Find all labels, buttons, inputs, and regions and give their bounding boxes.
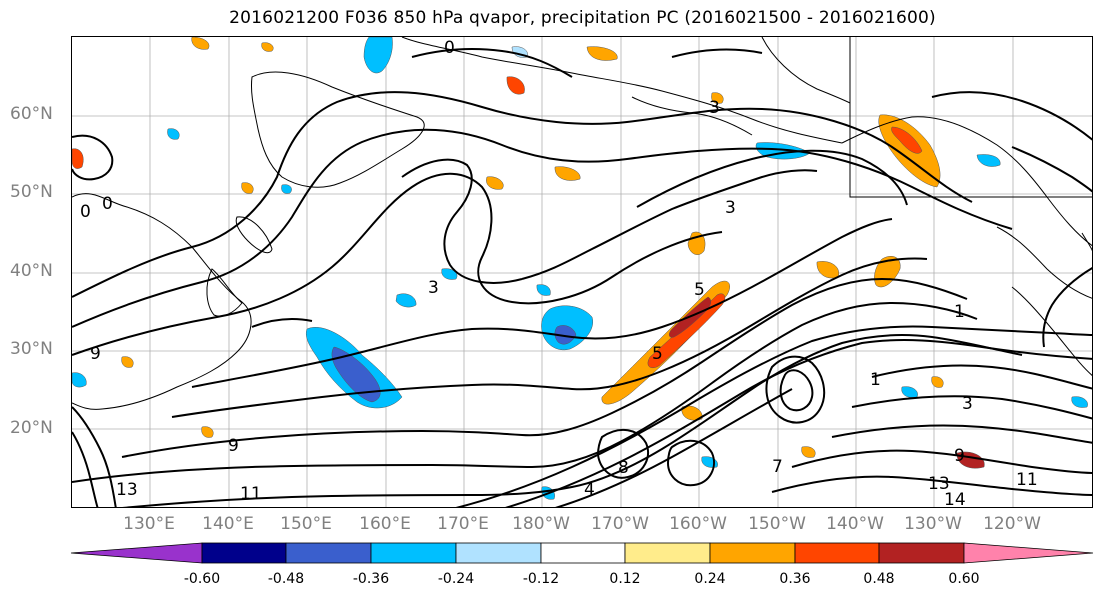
colorbar-swatch: [878, 542, 965, 564]
colorbar-tick-label: -0.60: [183, 571, 221, 587]
contour-label: 9: [90, 344, 101, 364]
contour-label: 11: [240, 484, 262, 504]
lon-label: 140°W: [826, 514, 884, 534]
positive-anomaly-shading: [72, 37, 985, 469]
contour-label: 7: [772, 457, 783, 477]
colorbar-swatch: [70, 542, 203, 564]
colorbar-swatch: [624, 542, 711, 564]
contour-label-group: 0 0 0 3 3 3 3 5 5 1 1 9 9 11 11 13 13 14…: [80, 38, 1038, 508]
colorbar-tick-label: 0.24: [694, 571, 726, 587]
colorbar-swatch: [370, 542, 457, 564]
colorbar-swatch: [201, 542, 287, 564]
colorbar-tick-label: -0.24: [437, 571, 475, 587]
colorbar-tick-label: 0.12: [609, 571, 641, 587]
contour-label: 1: [954, 302, 965, 322]
map-panel: 0 0 0 3 3 3 3 5 5 1 1 9 9 11 11 13 13 14…: [71, 36, 1093, 508]
colorbar-swatch: [794, 542, 880, 564]
lat-label-40n: 40°N: [10, 261, 53, 281]
colorbar-swatch: [285, 542, 372, 564]
contour-label: 0: [80, 202, 91, 222]
lat-label-20n: 20°N: [10, 418, 53, 438]
lon-label: 180°W: [512, 514, 570, 534]
lat-label-30n: 30°N: [10, 339, 53, 359]
contour-label: 1: [870, 370, 881, 390]
lat-label-60n: 60°N: [10, 104, 53, 124]
contour-label: 3: [962, 394, 973, 414]
contour-label: 5: [652, 344, 663, 364]
graticule: [72, 37, 1092, 507]
contour-label: 5: [694, 280, 705, 300]
negative-anomaly-shading: [72, 37, 1088, 500]
map-canvas: 0 0 0 3 3 3 3 5 5 1 1 9 9 11 11 13 13 14…: [72, 37, 1092, 508]
contour-label: 11: [1016, 470, 1038, 490]
colorbar-swatch: [963, 542, 1094, 564]
contour-label: 4: [584, 480, 595, 500]
colorbar-swatches: [70, 542, 1094, 564]
contour-label: 13: [928, 474, 950, 494]
colorbar-tick-label: 0.60: [948, 571, 980, 587]
contour-label: 3: [428, 278, 439, 298]
contour-label: 14: [944, 490, 966, 508]
contour-label: 3: [725, 198, 736, 218]
lon-label: 130°E: [123, 514, 175, 534]
colorbar-tick-label: -0.12: [522, 571, 560, 587]
colorbar-tick-label: -0.36: [352, 571, 390, 587]
colorbar-tick-label: 0.36: [779, 571, 811, 587]
lon-label: 120°W: [983, 514, 1041, 534]
colorbar-swatch: [540, 542, 626, 564]
lon-label: 160°W: [669, 514, 727, 534]
lon-label: 150°W: [748, 514, 806, 534]
map-title: 2016021200 F036 850 hPa qvapor, precipit…: [229, 8, 936, 28]
colorbar-swatch: [709, 542, 796, 564]
contour-label: 13: [116, 480, 138, 500]
colorbar-tick-label: 0.48: [863, 571, 895, 587]
lon-label: 150°E: [280, 514, 332, 534]
lon-label: 160°E: [359, 514, 411, 534]
contour-label: 8: [618, 458, 629, 478]
contour-label: 9: [954, 446, 965, 466]
contour-label: 0: [102, 194, 113, 214]
contour-label: 0: [444, 38, 455, 58]
coastlines: [72, 37, 1092, 410]
lat-label-50n: 50°N: [10, 182, 53, 202]
contour-label: 3: [709, 98, 720, 118]
lon-label: 170°E: [437, 514, 489, 534]
lon-label: 130°W: [904, 514, 962, 534]
contour-label: 9: [228, 436, 239, 456]
lon-label: 140°E: [202, 514, 254, 534]
colorbar-swatch: [455, 542, 542, 564]
qvapor-contours: [72, 48, 1092, 507]
colorbar-tick-label: -0.48: [267, 571, 305, 587]
lon-label: 170°W: [591, 514, 649, 534]
